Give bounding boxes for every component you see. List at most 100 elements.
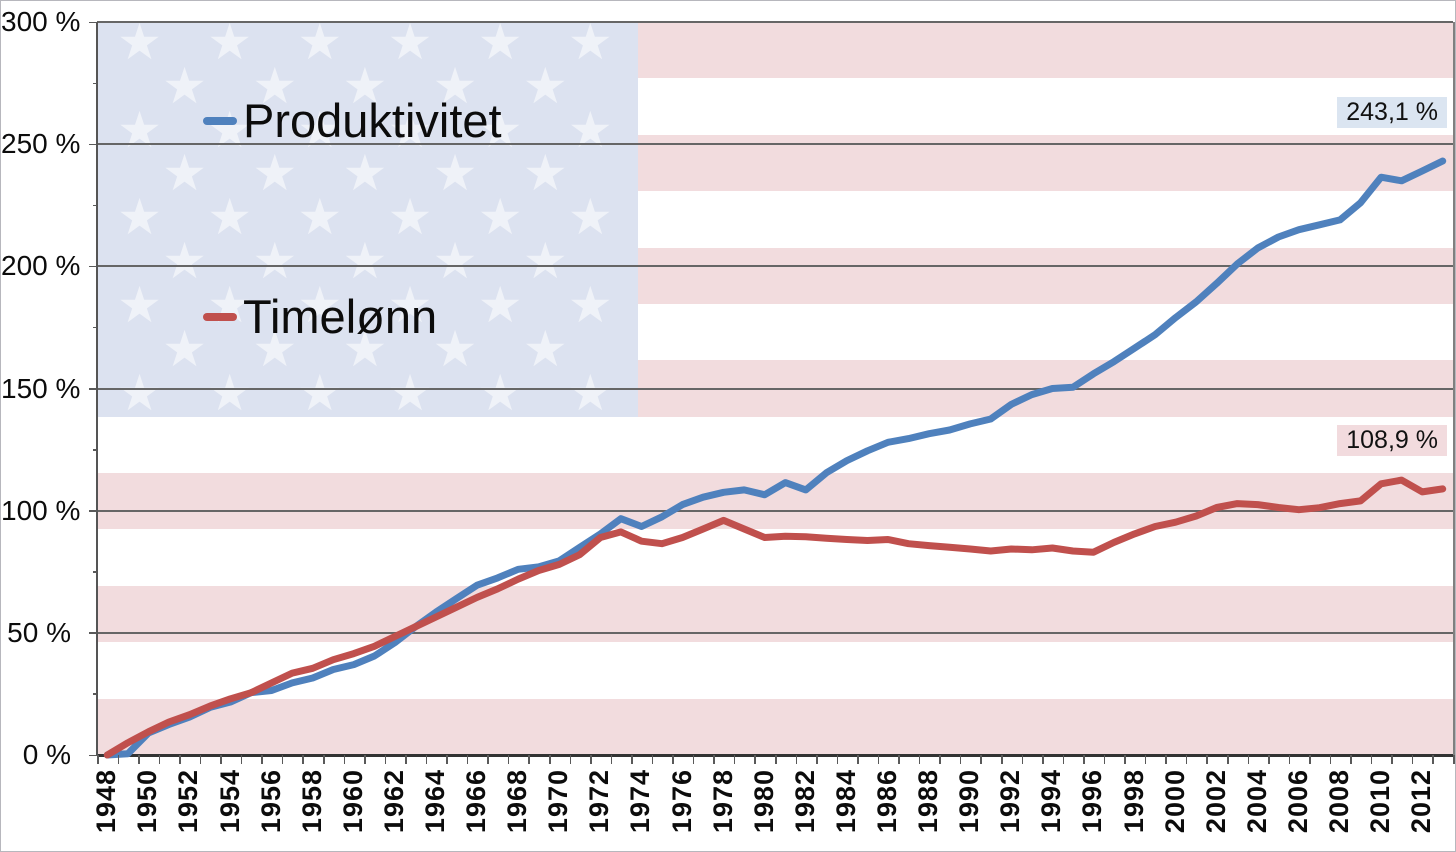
y-axis-tick-label: 150 % bbox=[1, 372, 81, 404]
y-axis-tick bbox=[93, 204, 97, 207]
x-axis-tick bbox=[918, 755, 921, 764]
x-axis-tick-label: 1988 bbox=[913, 769, 944, 834]
x-axis-tick bbox=[117, 755, 120, 764]
x-axis-tick bbox=[1206, 755, 1208, 764]
flag-star-icon: ★ bbox=[387, 13, 433, 70]
x-axis-tick-label: 1992 bbox=[995, 769, 1026, 834]
flag-star-icon: ★ bbox=[297, 13, 343, 70]
x-axis-tick bbox=[281, 755, 284, 764]
flag-star-icon: ★ bbox=[207, 364, 253, 421]
x-axis-tick bbox=[487, 755, 489, 764]
gridline bbox=[97, 265, 1453, 268]
gridline bbox=[97, 631, 1453, 634]
flag-star-icon: ★ bbox=[567, 13, 613, 70]
flag-star-icon: ★ bbox=[117, 13, 162, 70]
y-axis-tick bbox=[93, 82, 97, 85]
x-axis-tick bbox=[672, 755, 674, 764]
x-axis-tick-label: 1966 bbox=[461, 769, 492, 834]
gridline bbox=[97, 143, 1453, 146]
y-axis-tick bbox=[89, 754, 97, 756]
flag-star-icon: ★ bbox=[567, 277, 613, 334]
y-axis-tick bbox=[93, 449, 97, 451]
flag-star-icon: ★ bbox=[207, 13, 253, 70]
flag-star-icon: ★ bbox=[387, 277, 433, 334]
x-axis-tick-label: 1982 bbox=[789, 769, 820, 834]
x-axis-tick bbox=[1062, 755, 1065, 764]
x-axis-tick bbox=[364, 755, 366, 764]
flag-star-icon: ★ bbox=[342, 233, 388, 290]
x-axis-tick bbox=[1370, 755, 1373, 764]
flag-star-icon: ★ bbox=[567, 364, 613, 421]
x-axis-tick bbox=[1247, 755, 1250, 764]
flag-star-icon: ★ bbox=[162, 57, 207, 114]
flag-canton: ★ ★ ★ ★ ★ ★ ★ ★ ★ ★ ★ ★ ★ ★ ★ ★ ★ ★ ★ ★ ★ ★ ★ ★ ★ ★ ★ ★ ★ ★ ★ ★ ★ ★ ★ ★ ★ ★ ★ ★… bbox=[97, 17, 638, 421]
x-axis-tick bbox=[610, 755, 613, 764]
y-axis-tick-label: 300 % bbox=[1, 6, 81, 37]
x-axis-tick bbox=[240, 755, 243, 764]
x-axis-tick bbox=[1329, 755, 1332, 764]
x-axis-tick bbox=[713, 755, 715, 764]
x-axis-tick bbox=[1124, 755, 1126, 764]
flag-stripe bbox=[97, 698, 1453, 756]
x-axis-tick bbox=[220, 755, 222, 764]
flag-star-icon: ★ bbox=[207, 101, 253, 158]
x-axis-tick bbox=[980, 755, 982, 764]
x-axis-tick bbox=[138, 755, 140, 764]
x-axis-tick bbox=[898, 755, 900, 764]
flag-star-icon: ★ bbox=[297, 277, 343, 334]
x-axis-tick bbox=[1083, 755, 1085, 764]
data-label-produktivitet-end: 243,1 % bbox=[1337, 97, 1447, 128]
flag-star-icon: ★ bbox=[477, 189, 523, 246]
flag-star-icon: ★ bbox=[387, 101, 433, 158]
flag-star-icon: ★ bbox=[162, 320, 207, 377]
flag-star-icon: ★ bbox=[522, 57, 568, 114]
x-axis-tick bbox=[343, 755, 346, 764]
y-axis-tick bbox=[89, 143, 97, 146]
y-axis-tick-label: 50 % bbox=[7, 616, 71, 648]
flag-stripe bbox=[97, 473, 1453, 530]
flag-star-icon: ★ bbox=[477, 101, 523, 158]
x-axis-tick-label: 1990 bbox=[954, 769, 985, 834]
x-axis-tick-label: 1952 bbox=[173, 769, 204, 834]
x-axis-tick-label: 1950 bbox=[132, 769, 163, 834]
x-axis-tick-label: 1984 bbox=[830, 769, 861, 834]
y-axis-tick bbox=[89, 21, 97, 23]
x-axis-tick-label: 1968 bbox=[502, 769, 533, 834]
flag-star-icon: ★ bbox=[117, 101, 162, 158]
y-axis-tick bbox=[93, 693, 97, 695]
flag-star-icon: ★ bbox=[432, 57, 478, 114]
x-axis-tick bbox=[1001, 755, 1003, 764]
flag-star-icon: ★ bbox=[252, 320, 298, 377]
y-axis-tick-label: 0 % bbox=[22, 739, 71, 770]
y-axis-tick bbox=[93, 571, 97, 573]
x-axis-tick bbox=[179, 755, 181, 764]
x-axis-tick-label: 1964 bbox=[420, 769, 450, 834]
x-axis-tick-label: 2006 bbox=[1282, 769, 1313, 834]
flag-star-icon: ★ bbox=[297, 189, 343, 246]
flag-star-icon: ★ bbox=[342, 320, 388, 377]
x-axis-tick bbox=[1453, 755, 1455, 764]
flag-star-icon: ★ bbox=[252, 57, 298, 114]
flag-star-icon: ★ bbox=[477, 13, 523, 70]
x-axis-tick bbox=[692, 755, 695, 764]
x-axis-tick bbox=[1144, 755, 1147, 764]
flag-star-icon: ★ bbox=[162, 145, 207, 202]
x-axis-tick bbox=[466, 755, 469, 764]
x-axis-tick-label: 1970 bbox=[543, 769, 574, 834]
x-axis-tick bbox=[1185, 755, 1188, 764]
x-axis-tick bbox=[631, 755, 633, 764]
flag-star-icon: ★ bbox=[207, 277, 253, 334]
x-axis-tick-label: 1958 bbox=[296, 769, 327, 834]
x-axis-tick bbox=[302, 755, 304, 764]
x-axis-tick bbox=[507, 755, 510, 764]
y-axis-tick bbox=[89, 510, 97, 512]
x-axis-tick bbox=[1288, 755, 1291, 764]
flag-star-icon: ★ bbox=[162, 233, 207, 290]
flag-star-icon: ★ bbox=[477, 364, 523, 421]
x-axis-tick bbox=[1021, 755, 1024, 764]
y-axis-tick-label: 250 % bbox=[1, 128, 81, 160]
x-axis-tick bbox=[1391, 755, 1393, 764]
gridline bbox=[97, 21, 1453, 23]
x-axis-tick bbox=[733, 755, 736, 764]
